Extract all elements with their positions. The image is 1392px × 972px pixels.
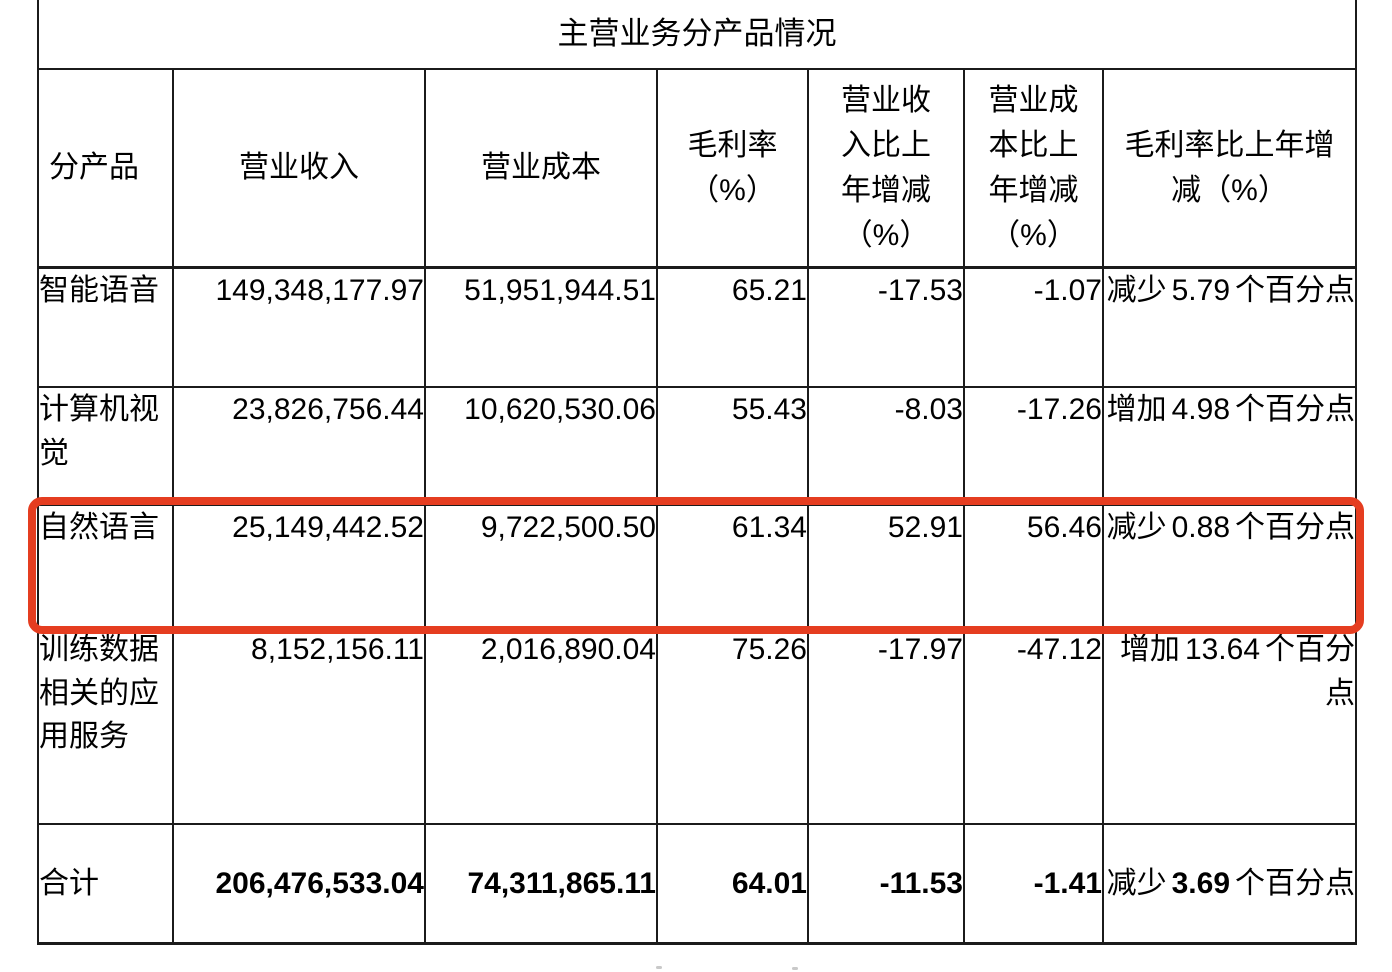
- cell-product: 合计: [37, 823, 174, 945]
- cell-revenue: 149,348,177.97: [172, 266, 426, 388]
- cell-margin-change: 增加 13.64 个百分点: [1101, 626, 1358, 825]
- header-cost-yoy: 营业成本比上年增减（%）: [963, 68, 1104, 269]
- cell-gross-margin: 75.26: [656, 626, 809, 825]
- cropped-text-artifact: [656, 966, 662, 969]
- cell-revenue: 23,826,756.44: [172, 386, 426, 506]
- cell-margin-change: 减少 3.69 个百分点: [1101, 823, 1358, 945]
- cell-cost: 51,951,944.51: [424, 266, 658, 388]
- cell-cost-yoy: -1.07: [963, 266, 1104, 388]
- table-row-training-data-services: 训练数据相关的应用服务 8,152,156.11 2,016,890.04 75…: [37, 626, 1358, 825]
- cell-margin-change: 减少 5.79 个百分点: [1101, 266, 1358, 388]
- header-revenue-yoy: 营业收入比上年增减（%）: [807, 68, 965, 269]
- cell-cost-yoy: -17.26: [963, 386, 1104, 506]
- header-gross-margin: 毛利率（%）: [656, 68, 809, 269]
- cell-revenue: 8,152,156.11: [172, 626, 426, 825]
- cell-margin-change: 增加 4.98 个百分点: [1101, 386, 1358, 506]
- table-row-natural-language: 自然语言 25,149,442.52 9,722,500.50 61.34 52…: [37, 504, 1358, 628]
- table-title: 主营业务分产品情况: [36, 0, 1358, 70]
- cell-revenue: 25,149,442.52: [172, 504, 426, 628]
- cell-revenue: 206,476,533.04: [172, 823, 426, 945]
- header-revenue: 营业收入: [172, 68, 426, 269]
- cell-revenue-yoy: -17.53: [807, 266, 965, 388]
- cell-revenue-yoy: -17.97: [807, 626, 965, 825]
- table-header-row: 分产品 营业收入 营业成本 毛利率（%） 营业收入比上年增减（%） 营业成本比上…: [37, 68, 1358, 269]
- cell-cost-yoy: 56.46: [963, 504, 1104, 628]
- cell-cost-yoy: -1.41: [963, 823, 1104, 945]
- cell-cost: 10,620,530.06: [424, 386, 658, 506]
- cropped-text-artifact: [792, 967, 798, 970]
- cell-product: 自然语言: [37, 504, 174, 628]
- cell-cost: 74,311,865.11: [424, 823, 658, 945]
- header-product: 分产品: [37, 68, 174, 269]
- cell-gross-margin: 55.43: [656, 386, 809, 506]
- cell-cost: 2,016,890.04: [424, 626, 658, 825]
- table-row-computer-vision: 计算机视觉 23,826,756.44 10,620,530.06 55.43 …: [37, 386, 1358, 506]
- cell-gross-margin: 64.01: [656, 823, 809, 945]
- cell-product: 计算机视觉: [37, 386, 174, 506]
- header-margin-change: 毛利率比上年增减（%）: [1101, 68, 1358, 269]
- cell-margin-change: 减少 0.88 个百分点: [1101, 504, 1358, 628]
- cell-revenue-yoy: -11.53: [807, 823, 965, 945]
- cell-revenue-yoy: -8.03: [807, 386, 965, 506]
- table-row-total: 合计 206,476,533.04 74,311,865.11 64.01 -1…: [37, 823, 1358, 945]
- cell-revenue-yoy: 52.91: [807, 504, 965, 628]
- cell-gross-margin: 61.34: [656, 504, 809, 628]
- cell-cost: 9,722,500.50: [424, 504, 658, 628]
- table-row-smart-voice: 智能语音 149,348,177.97 51,951,944.51 65.21 …: [37, 266, 1358, 388]
- cell-cost-yoy: -47.12: [963, 626, 1104, 825]
- table-title-row: 主营业务分产品情况: [36, 0, 1358, 70]
- cell-product: 智能语音: [37, 266, 174, 388]
- cell-gross-margin: 65.21: [656, 266, 809, 388]
- main-business-by-product-table: 主营业务分产品情况 分产品 营业收入 营业成本 毛利率（%） 营业收入比上年增减…: [36, 0, 1358, 945]
- header-cost: 营业成本: [424, 68, 658, 269]
- cell-product: 训练数据相关的应用服务: [37, 626, 174, 825]
